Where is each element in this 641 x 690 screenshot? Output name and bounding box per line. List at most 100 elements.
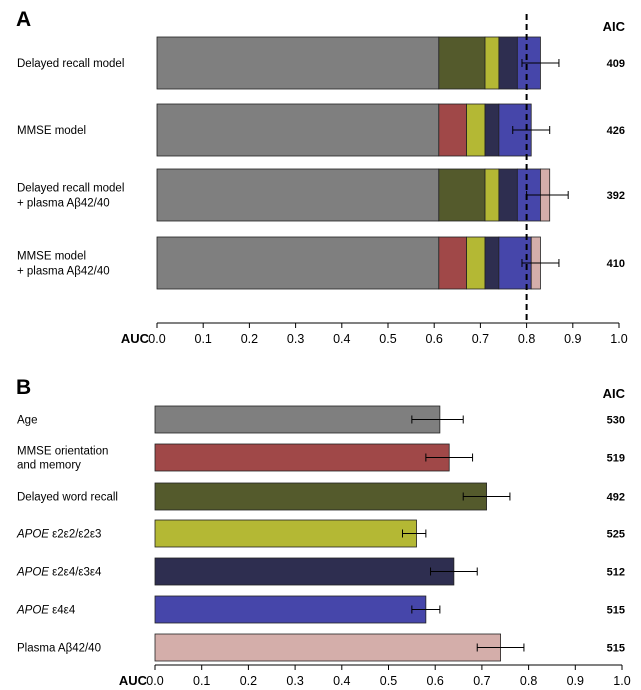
panel-a-x-tick-label: 1.0 (610, 332, 627, 346)
panel-a-bar-segment-delayed-word-recall (438, 168, 486, 222)
panel-b: B AIC Age 530 MMSE orientation and memory 519… (16, 376, 631, 688)
panel-a-x-tick-label: 0.7 (472, 332, 489, 346)
panel-b-aic-value: 519 (607, 453, 625, 465)
panel-a-error-bar (521, 59, 560, 67)
panel-a-aic-value: 410 (607, 258, 625, 270)
panel-b-bar (154, 557, 455, 586)
panel-a-row-label: + plasma Aβ42/40 (17, 266, 110, 278)
panel-b-aic-value: 530 (607, 415, 625, 427)
panel-b-x-tick-label: 0.8 (520, 674, 537, 688)
panel-b-row-label: Age (17, 415, 37, 427)
panel-b-x-tick-label: 0.9 (567, 674, 584, 688)
panel-a-aic-value: 409 (607, 58, 625, 70)
panel-a-bar-segment-apoe-e2e4-e3e4 (498, 168, 518, 222)
panel-b-bar (154, 405, 441, 434)
panel-b-row: APOE ε2ε4/ε3ε4 512 (16, 557, 625, 586)
panel-a-bar-segment-delayed-word-recall (438, 36, 486, 90)
panel-a-x-tick-label: 0.8 (518, 332, 535, 346)
panel-a-x-axis-title: AUC (121, 331, 150, 346)
panel-a-row: MMSE model + plasma Aβ42/40 410 (17, 236, 625, 290)
panel-b-letter: B (16, 376, 31, 399)
panel-a-row: Delayed recall model + plasma Aβ42/40 392 (17, 168, 625, 222)
panel-a-bar-segment-mmse-orientation-memory (438, 103, 467, 157)
panel-a-letter: A (16, 8, 31, 31)
panel-b-x-tick-label: 1.0 (613, 674, 630, 688)
panel-b-bar (154, 633, 501, 662)
panel-b-error-bar (411, 415, 464, 424)
panel-b-error-bar (425, 453, 474, 462)
panel-b-row: APOE ε2ε2/ε2ε3 525 (16, 519, 625, 548)
panel-a-bar-segment-apoe-e2e4-e3e4 (484, 236, 500, 290)
panel-b-error-bar (411, 605, 441, 614)
panel-b-row: APOE ε4ε4 515 (16, 595, 625, 624)
panel-a-bar-segment-age (156, 236, 440, 290)
panel-a-row-label: + plasma Aβ42/40 (17, 198, 110, 210)
panel-b-row: Delayed word recall 492 (17, 482, 625, 511)
panel-a-x-tick-label: 0.0 (148, 332, 165, 346)
panel-a-aic-value: 426 (607, 125, 625, 137)
panel-b-bar (154, 519, 417, 548)
panel-a-x-tick-label: 0.4 (333, 332, 350, 346)
panel-b-aic-value: 515 (607, 643, 625, 655)
panel-a-x-tick-label: 0.2 (241, 332, 258, 346)
panel-b-bar (154, 595, 427, 624)
panel-a-x-tick-label: 0.3 (287, 332, 304, 346)
panel-b-row-label: APOE ε2ε4/ε3ε4 (16, 567, 102, 579)
panel-b-row: MMSE orientation and memory 519 (17, 443, 625, 472)
panel-a-aic-header: AIC (603, 19, 626, 34)
panel-b-error-bar (402, 529, 427, 538)
panel-a-x-tick-label: 0.6 (426, 332, 443, 346)
panel-b-row: Plasma Aβ42/40 515 (17, 633, 625, 662)
panel-a-row: MMSE model 426 (17, 103, 625, 157)
panel-b-x-tick-label: 0.0 (146, 674, 163, 688)
panel-a-bar-segment-apoe-e2e2-e2e3 (484, 36, 500, 90)
panel-a-bar-segment-age (156, 36, 440, 90)
panel-a-row-label: MMSE model (17, 125, 86, 137)
panel-b-row-label: APOE ε4ε4 (16, 605, 76, 617)
panel-b-x-axis-title: AUC (119, 673, 148, 688)
panel-b-aic-value: 512 (607, 567, 625, 579)
panel-b-error-bar (430, 567, 478, 576)
panel-b-aic-header: AIC (603, 386, 626, 401)
panel-b-x-tick-label: 0.7 (473, 674, 490, 688)
panel-a-row-label: Delayed recall model (17, 58, 124, 70)
panel-a-bar-segment-mmse-orientation-memory (438, 236, 467, 290)
panel-b-row: Age 530 (17, 405, 625, 434)
panel-b-row-label: Plasma Aβ42/40 (17, 643, 101, 655)
panel-a-bar-segment-apoe-e2e2-e2e3 (466, 236, 486, 290)
panel-b-bar (154, 482, 487, 511)
panel-a-bar-segment-age (156, 103, 440, 157)
panel-b-x-tick-label: 0.2 (240, 674, 257, 688)
panel-a-row-label: MMSE model (17, 251, 86, 263)
panel-b-x-tick-label: 0.5 (380, 674, 397, 688)
panel-b-aic-value: 525 (607, 529, 625, 541)
panel-b-aic-value: 515 (607, 605, 625, 617)
panel-b-x-tick-label: 0.6 (427, 674, 444, 688)
panel-a-error-bar (521, 259, 560, 267)
panel-b-x-tick-label: 0.1 (193, 674, 210, 688)
panel-a-x-tick-label: 0.1 (195, 332, 212, 346)
panel-a-error-bar (512, 126, 551, 134)
panel-b-row-label: and memory (17, 460, 81, 472)
panel-a-plot: AIC Delayed recall model 409 MMSE model 426 D… (17, 14, 628, 346)
panel-a-x-tick-label: 0.9 (564, 332, 581, 346)
panel-b-bar (154, 443, 450, 472)
panel-a-bar-segment-apoe-e2e2-e2e3 (484, 168, 500, 222)
panel-b-error-bar (462, 492, 511, 501)
panel-b-x-tick-label: 0.4 (333, 674, 350, 688)
panel-b-row-label: MMSE orientation (17, 446, 108, 458)
panel-a-row-label: Delayed recall model (17, 183, 124, 195)
panel-a: A AIC Delayed recall model 409 MMSE model 42… (16, 8, 628, 346)
panel-b-error-bar (476, 643, 525, 652)
panel-a-row: Delayed recall model 409 (17, 36, 625, 90)
panel-a-x-tick-label: 0.5 (379, 332, 396, 346)
panel-b-x-tick-label: 0.3 (286, 674, 303, 688)
panel-a-bar-segment-apoe-e2e4-e3e4 (484, 103, 500, 157)
panel-b-aic-value: 492 (607, 492, 625, 504)
panel-a-aic-value: 392 (607, 190, 625, 202)
panel-b-plot: AIC Age 530 MMSE orientation and memory 519 De… (16, 386, 631, 688)
panel-a-bar-segment-apoe-e2e2-e2e3 (466, 103, 486, 157)
panel-b-row-label: APOE ε2ε2/ε2ε3 (16, 529, 101, 541)
panel-a-bar-segment-apoe-e2e4-e3e4 (498, 36, 518, 90)
